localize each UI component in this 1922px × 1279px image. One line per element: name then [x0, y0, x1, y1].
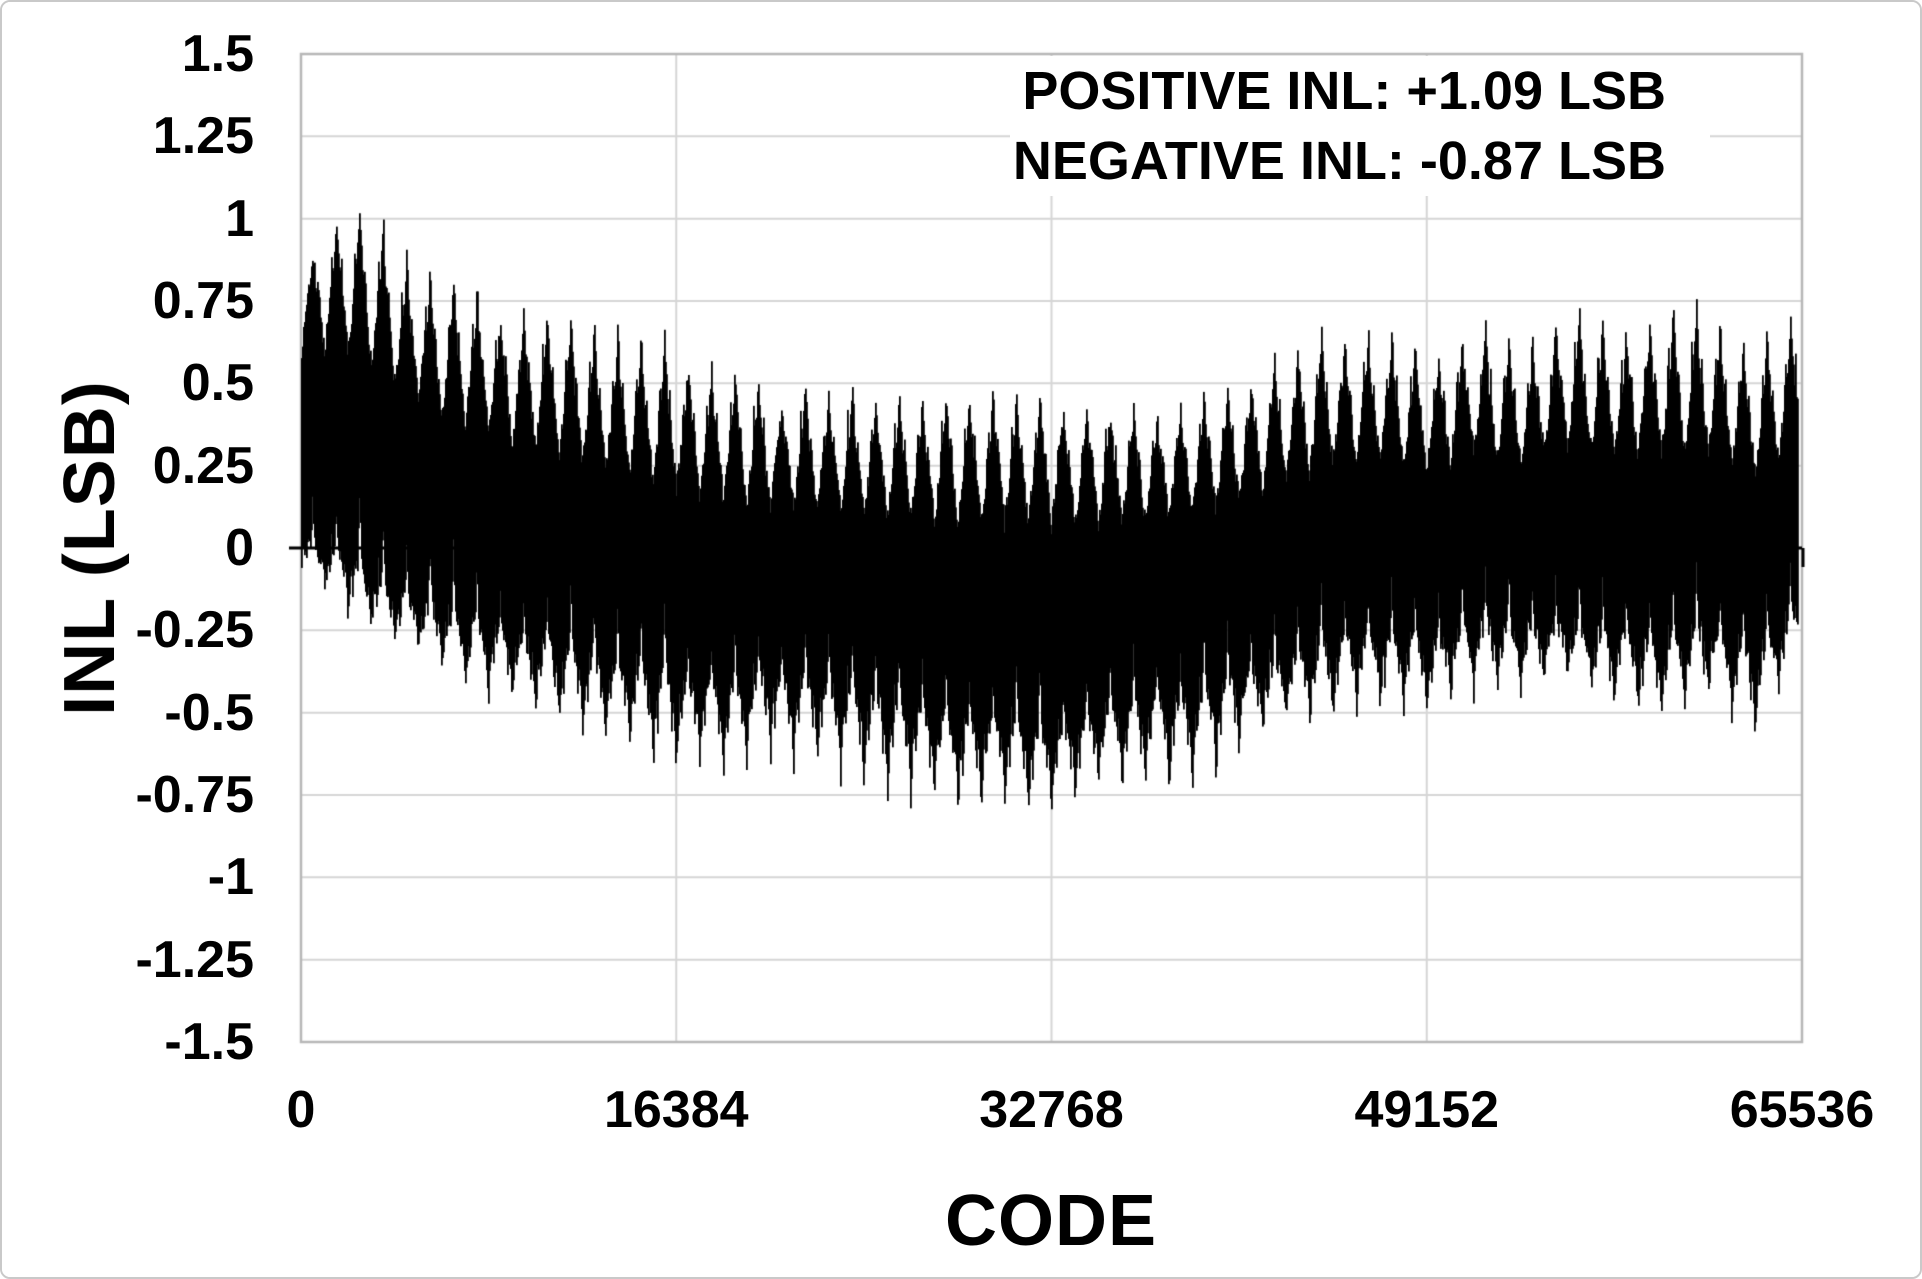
inl-annotation: POSITIVE INL: +1.09 LSB NEGATIVE INL: -0…: [1010, 56, 1710, 196]
y-tick-label: 0.5: [181, 354, 254, 413]
y-tick-label: -1.25: [135, 930, 254, 989]
y-tick-label: -1: [207, 848, 254, 907]
x-tick-label: 32768: [979, 1081, 1124, 1139]
y-tick-label: 0.75: [152, 272, 254, 330]
annotation-negative-inl: NEGATIVE INL: -0.87 LSB: [1012, 131, 1666, 191]
y-tick-label: -1.5: [164, 1013, 254, 1071]
y-tick-label: -0.25: [135, 601, 254, 660]
y-tick-label: -0.75: [135, 766, 254, 824]
y-tick-label: 1.25: [152, 107, 254, 166]
y-tick-label: 1: [225, 189, 254, 248]
y-tick-label: 0: [225, 519, 254, 577]
x-tick-label: 65536: [1729, 1081, 1875, 1139]
x-axis-title: CODE: [944, 1181, 1158, 1261]
x-tick-label: 49152: [1354, 1081, 1500, 1139]
x-tick-label: 0: [286, 1081, 316, 1139]
y-tick-label: -0.5: [164, 683, 254, 742]
y-tick-label: 1.5: [181, 25, 254, 83]
annotation-positive-inl: POSITIVE INL: +1.09 LSB: [1022, 61, 1666, 121]
x-tick-label: 16384: [603, 1081, 749, 1139]
y-tick-label: 0.25: [152, 436, 254, 495]
